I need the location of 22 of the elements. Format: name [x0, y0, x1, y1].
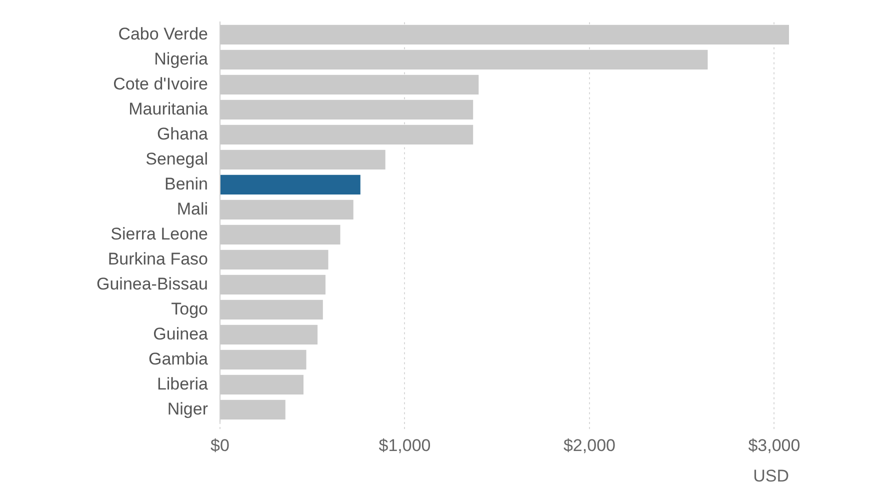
y-tick-label: Liberia [156, 374, 209, 394]
y-tick-label: Cote d'Ivoire [113, 74, 208, 94]
bar [220, 174, 360, 194]
y-tick-label: Guinea [153, 324, 209, 344]
y-tick-label: Mauritania [128, 99, 209, 118]
y-tick-label: Ghana [156, 124, 209, 144]
y-tick-label: Gambia [148, 349, 209, 368]
x-axis-title: USD [753, 466, 789, 486]
y-tick-label: Benin [164, 174, 208, 194]
y-tick-label: Senegal [146, 149, 208, 168]
y-tick-label: Mali [176, 199, 208, 218]
y-tick-label: Niger [167, 399, 208, 418]
y-tick-label: Sierra Leone [110, 224, 208, 244]
y-tick-label: Togo [171, 299, 208, 318]
x-tick-label: $1,000 [378, 436, 431, 456]
y-tick-label: Cabo Verde [118, 24, 208, 44]
y-tick-label: Guinea-Bissau [96, 274, 208, 294]
y-tick-label: Nigeria [154, 49, 209, 68]
x-tick-label: $0 [210, 436, 230, 456]
x-tick-label: $3,000 [748, 436, 800, 456]
y-tick-label: Burkina Faso [108, 249, 208, 268]
x-tick-label: $2,000 [563, 436, 616, 456]
